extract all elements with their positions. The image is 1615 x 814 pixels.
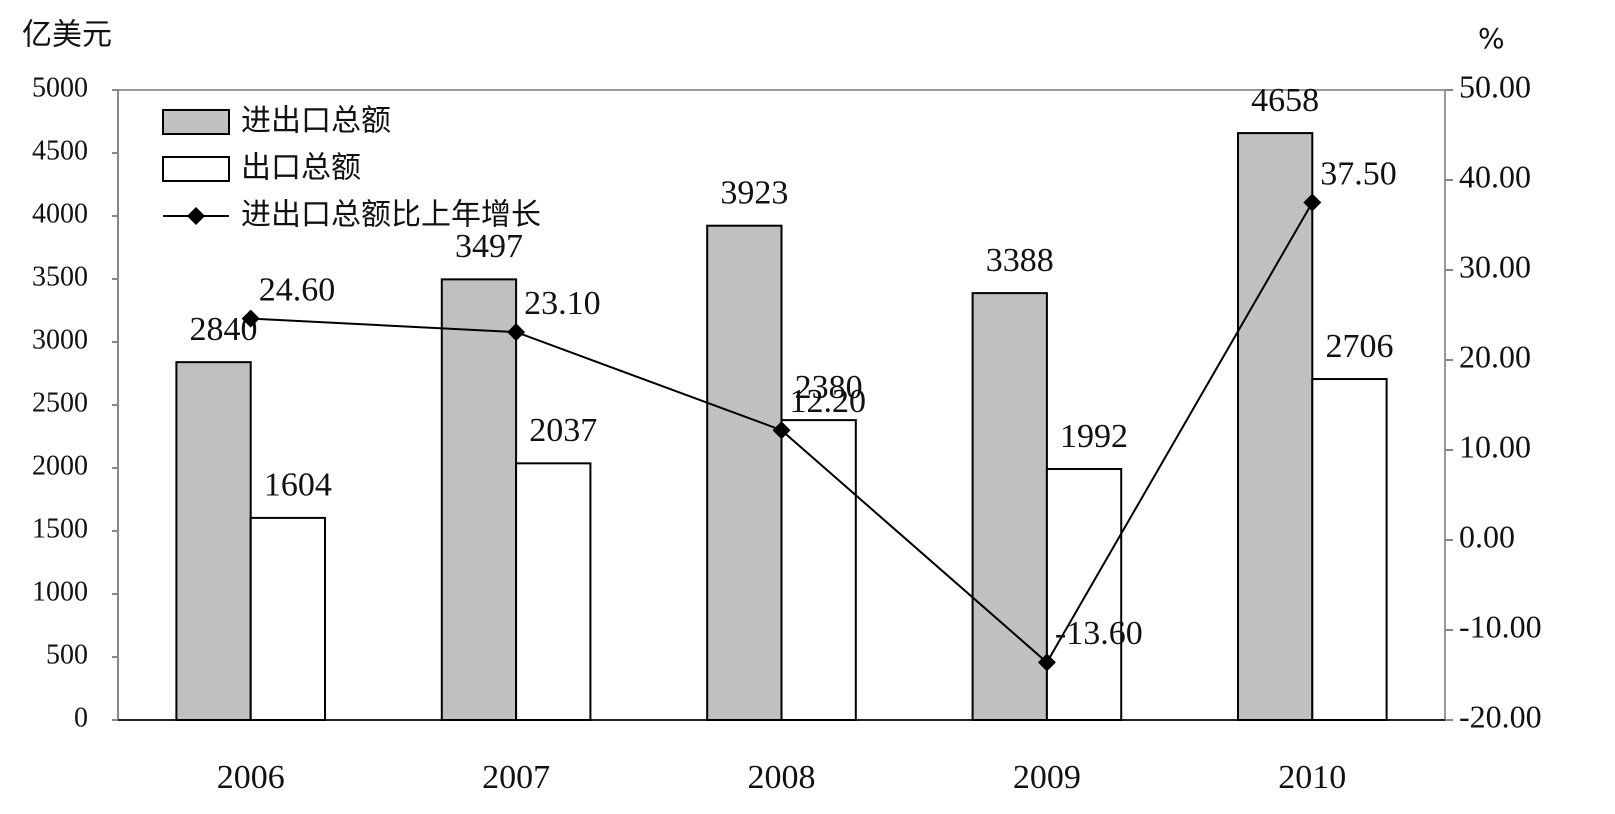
y-tick-label: 500 bbox=[46, 639, 88, 670]
legend-swatch bbox=[162, 156, 230, 182]
y-tick-label: 1000 bbox=[32, 576, 88, 607]
y-tick-label: 2500 bbox=[32, 387, 88, 418]
legend-marker bbox=[187, 207, 205, 225]
y-tick-label: 1500 bbox=[32, 513, 88, 544]
bar-value-label: 2706 bbox=[1325, 328, 1393, 365]
y2-tick-label: 20.00 bbox=[1459, 338, 1531, 374]
y2-tick-label: 50.00 bbox=[1459, 68, 1531, 104]
y-tick-label: 4500 bbox=[32, 135, 88, 166]
bar bbox=[706, 224, 783, 721]
y-tick-label: 0 bbox=[74, 702, 88, 733]
line-marker bbox=[772, 421, 791, 440]
y-tick-label: 3000 bbox=[32, 324, 88, 355]
bar-value-label: 1604 bbox=[264, 467, 332, 504]
x-tick-label: 2010 bbox=[1278, 759, 1346, 796]
line-marker bbox=[1037, 653, 1056, 672]
y-tick-label: 2000 bbox=[32, 450, 88, 481]
line-value-label: 12.20 bbox=[790, 383, 867, 420]
legend-swatch bbox=[162, 109, 230, 135]
bar-value-label: 2380 bbox=[795, 369, 863, 406]
y2-axis-label: % bbox=[1478, 22, 1505, 55]
x-tick-label: 2007 bbox=[482, 759, 550, 796]
y-tick-label: 3500 bbox=[32, 261, 88, 292]
bar-value-label: 3923 bbox=[720, 174, 788, 211]
line-value-label: 24.60 bbox=[259, 271, 336, 308]
line-marker bbox=[1303, 193, 1322, 212]
y2-tick-label: 40.00 bbox=[1459, 158, 1531, 194]
bar-value-label: 4658 bbox=[1251, 82, 1319, 119]
y2-tick-label: 0.00 bbox=[1459, 518, 1515, 554]
line-marker bbox=[507, 323, 526, 342]
y2-tick-label: 10.00 bbox=[1459, 428, 1531, 464]
bar bbox=[175, 361, 252, 721]
legend-label: 出口总额 bbox=[241, 151, 361, 186]
bar bbox=[515, 462, 592, 721]
x-tick-label: 2009 bbox=[1013, 759, 1081, 796]
bar-value-label: 3497 bbox=[455, 228, 523, 265]
bar bbox=[1045, 468, 1123, 721]
y2-tick-label: 30.00 bbox=[1459, 248, 1531, 284]
y-axis-label: 亿美元 bbox=[22, 18, 112, 53]
line-value-label: -13.60 bbox=[1055, 615, 1143, 652]
line-value-label: 37.50 bbox=[1320, 155, 1397, 192]
bar-value-label: 2037 bbox=[529, 412, 597, 449]
y2-tick-label: -10.00 bbox=[1459, 608, 1542, 644]
bar-value-label: 3388 bbox=[986, 242, 1054, 279]
bar bbox=[971, 292, 1048, 721]
bar bbox=[1311, 378, 1388, 721]
bar bbox=[249, 516, 327, 721]
x-tick-label: 2006 bbox=[217, 759, 285, 796]
legend-label: 进出口总额比上年增长 bbox=[241, 198, 541, 233]
legend-label: 进出口总额 bbox=[241, 104, 391, 139]
bar-value-label: 1992 bbox=[1060, 418, 1128, 455]
y2-tick-label: -20.00 bbox=[1459, 698, 1542, 734]
y-tick-label: 4000 bbox=[32, 198, 88, 229]
x-tick-label: 2008 bbox=[748, 759, 816, 796]
bar bbox=[780, 419, 857, 721]
line-marker bbox=[241, 309, 260, 328]
bar bbox=[440, 278, 518, 721]
line-value-label: 23.10 bbox=[524, 285, 601, 322]
y-tick-label: 5000 bbox=[32, 72, 88, 103]
